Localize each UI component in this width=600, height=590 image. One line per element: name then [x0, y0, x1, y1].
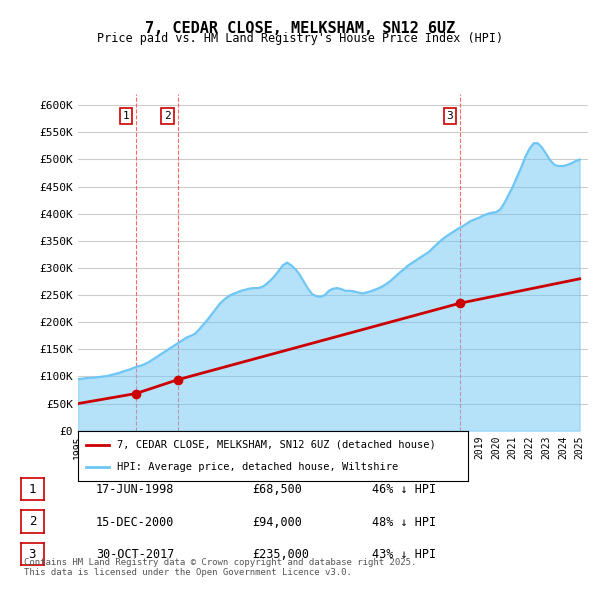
Text: 2: 2 — [164, 111, 171, 121]
Text: 1: 1 — [122, 111, 129, 121]
Text: 30-OCT-2017: 30-OCT-2017 — [96, 548, 175, 561]
Text: £235,000: £235,000 — [252, 548, 309, 561]
Text: Price paid vs. HM Land Registry's House Price Index (HPI): Price paid vs. HM Land Registry's House … — [97, 32, 503, 45]
Text: 15-DEC-2000: 15-DEC-2000 — [96, 516, 175, 529]
Text: £94,000: £94,000 — [252, 516, 302, 529]
Text: Contains HM Land Registry data © Crown copyright and database right 2025.
This d: Contains HM Land Registry data © Crown c… — [24, 558, 416, 577]
Text: £68,500: £68,500 — [252, 483, 302, 496]
Text: 46% ↓ HPI: 46% ↓ HPI — [372, 483, 436, 496]
Text: 2: 2 — [29, 515, 36, 528]
Text: 17-JUN-1998: 17-JUN-1998 — [96, 483, 175, 496]
Text: 1: 1 — [29, 483, 36, 496]
Text: 7, CEDAR CLOSE, MELKSHAM, SN12 6UZ: 7, CEDAR CLOSE, MELKSHAM, SN12 6UZ — [145, 21, 455, 35]
Text: 7, CEDAR CLOSE, MELKSHAM, SN12 6UZ (detached house): 7, CEDAR CLOSE, MELKSHAM, SN12 6UZ (deta… — [117, 440, 436, 450]
Text: 3: 3 — [446, 111, 453, 121]
Text: 48% ↓ HPI: 48% ↓ HPI — [372, 516, 436, 529]
Text: 43% ↓ HPI: 43% ↓ HPI — [372, 548, 436, 561]
Text: HPI: Average price, detached house, Wiltshire: HPI: Average price, detached house, Wilt… — [117, 462, 398, 472]
Text: 3: 3 — [29, 548, 36, 560]
